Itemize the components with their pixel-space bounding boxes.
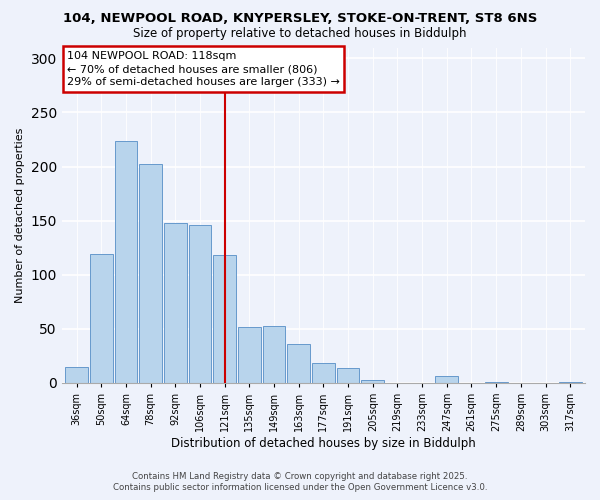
Bar bbox=[263, 326, 286, 383]
Text: 104 NEWPOOL ROAD: 118sqm
← 70% of detached houses are smaller (806)
29% of semi-: 104 NEWPOOL ROAD: 118sqm ← 70% of detach… bbox=[67, 51, 340, 88]
Bar bbox=[485, 382, 508, 383]
Bar bbox=[90, 254, 113, 383]
Bar bbox=[65, 366, 88, 383]
Bar bbox=[436, 376, 458, 383]
Text: 104, NEWPOOL ROAD, KNYPERSLEY, STOKE-ON-TRENT, ST8 6NS: 104, NEWPOOL ROAD, KNYPERSLEY, STOKE-ON-… bbox=[63, 12, 537, 26]
Bar bbox=[238, 326, 261, 383]
Bar bbox=[559, 382, 581, 383]
X-axis label: Distribution of detached houses by size in Biddulph: Distribution of detached houses by size … bbox=[171, 437, 476, 450]
Bar bbox=[115, 140, 137, 383]
Bar bbox=[164, 223, 187, 383]
Bar bbox=[214, 255, 236, 383]
Bar bbox=[139, 164, 162, 383]
Bar bbox=[361, 380, 384, 383]
Bar bbox=[312, 364, 335, 383]
Bar bbox=[337, 368, 359, 383]
Bar bbox=[287, 344, 310, 383]
Text: Contains HM Land Registry data © Crown copyright and database right 2025.
Contai: Contains HM Land Registry data © Crown c… bbox=[113, 472, 487, 492]
Text: Size of property relative to detached houses in Biddulph: Size of property relative to detached ho… bbox=[133, 28, 467, 40]
Y-axis label: Number of detached properties: Number of detached properties bbox=[15, 128, 25, 303]
Bar bbox=[188, 225, 211, 383]
